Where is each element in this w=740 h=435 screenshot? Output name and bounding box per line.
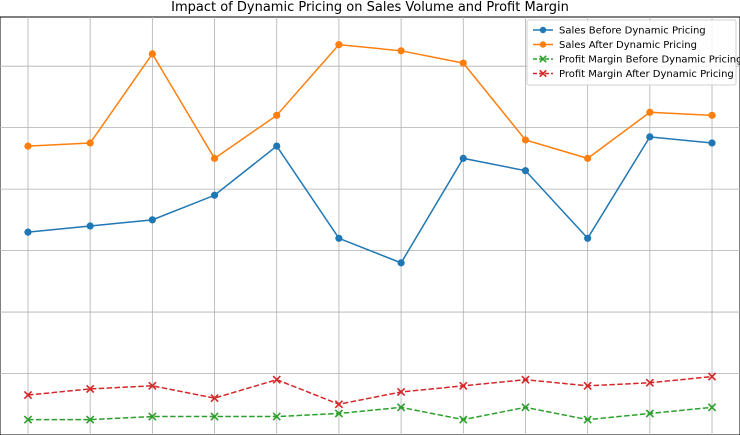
chart-title: Impact of Dynamic Pricing on Sales Volum… [171, 0, 569, 15]
data-point [148, 50, 156, 58]
data-point [708, 139, 716, 147]
legend-label: Profit Margin Before Dynamic Pricing [559, 55, 740, 66]
data-point [24, 228, 32, 236]
data-point [334, 409, 344, 418]
series-line [27, 136, 713, 264]
series-4 [23, 372, 717, 409]
legend-label: Sales Before Dynamic Pricing [559, 26, 706, 37]
legend-entry: Profit Margin After Dynamic Pricing [533, 69, 734, 80]
data-point [459, 381, 468, 390]
data-point [210, 412, 219, 421]
series-3 [23, 403, 717, 424]
legend-box [526, 19, 737, 86]
data-point [148, 381, 157, 390]
legend-marker [539, 69, 547, 78]
data-point [645, 409, 654, 418]
data-point [459, 154, 467, 162]
data-point [272, 412, 281, 421]
data-point [86, 139, 94, 147]
data-point [335, 41, 343, 49]
legend-marker [539, 55, 547, 63]
legend-marker [539, 26, 547, 34]
data-point [584, 154, 592, 162]
data-point [646, 133, 654, 141]
data-point [583, 381, 592, 390]
data-point [148, 412, 157, 421]
data-point [707, 372, 717, 381]
legend-label: Profit Margin After Dynamic Pricing [559, 69, 734, 80]
data-point [459, 59, 467, 67]
data-point [459, 415, 468, 424]
series-line [27, 406, 713, 421]
data-point [396, 403, 406, 412]
data-point [645, 378, 654, 387]
data-point [148, 216, 156, 224]
data-point [583, 415, 592, 424]
data-point [646, 108, 654, 116]
grid-lines [0, 17, 740, 435]
data-point [334, 400, 344, 409]
data-point [24, 142, 32, 150]
series-2 [24, 41, 716, 162]
series-line [27, 375, 713, 406]
data-point [23, 415, 33, 424]
data-point [397, 47, 405, 55]
data-point [273, 142, 281, 150]
legend: Sales Before Dynamic Pricing Sales After … [526, 19, 740, 86]
legend-marker [539, 41, 547, 48]
data-point [210, 393, 219, 403]
data-point [23, 390, 33, 400]
data-point [86, 415, 95, 424]
data-point [397, 259, 405, 267]
plot-area-frame [0, 16, 740, 435]
data-point [210, 154, 219, 162]
data-point [584, 234, 592, 242]
legend-entry: Sales Before Dynamic Pricing [533, 26, 706, 37]
data-point [521, 403, 530, 412]
data-point [273, 111, 281, 119]
data-point [396, 387, 406, 397]
data-point [335, 234, 343, 242]
data-point [521, 167, 530, 175]
series-1 [24, 133, 716, 267]
data-point [708, 111, 716, 119]
legend-entry: Profit Margin Before Dynamic Pricing [533, 55, 740, 66]
legend-entry: Sales After Dynamic Pricing [533, 40, 697, 51]
data-point [521, 375, 530, 384]
legend-label: Sales After Dynamic Pricing [559, 40, 697, 51]
data-point [86, 222, 94, 230]
data-point [521, 136, 530, 144]
data-point [272, 375, 281, 384]
series-line [27, 43, 713, 160]
data-point [86, 384, 95, 394]
series-layer [23, 41, 717, 424]
data-point [707, 403, 717, 412]
data-point [210, 191, 219, 199]
